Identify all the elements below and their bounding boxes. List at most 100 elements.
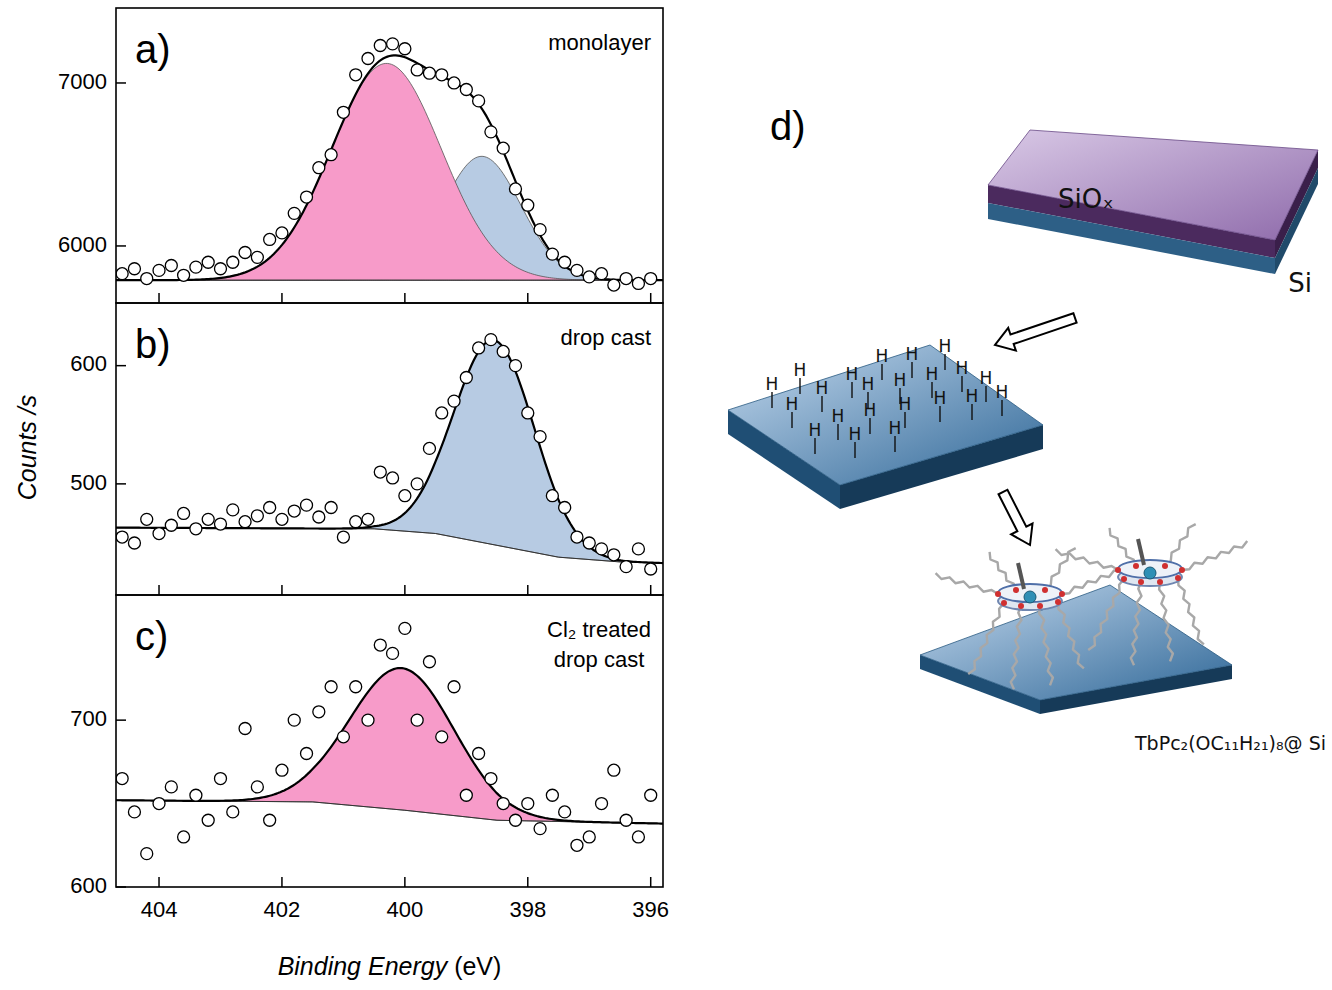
oxygen-atom [1133, 563, 1139, 569]
alkyl-chain [1056, 549, 1118, 570]
h-atom: H [846, 364, 859, 384]
alkyl-chain [1110, 528, 1136, 566]
data-point [301, 191, 313, 203]
data-point [632, 277, 644, 289]
alkyl-chain [1131, 582, 1142, 665]
data-point [571, 264, 583, 276]
slab-top [920, 585, 1232, 700]
data-point [190, 523, 202, 535]
data-point [227, 256, 239, 268]
x-tick [527, 877, 529, 887]
x-tick [650, 293, 652, 303]
alkyl-chain [1011, 606, 1022, 689]
data-point [337, 731, 349, 743]
data-point [264, 233, 276, 245]
data-point [387, 647, 399, 659]
x-tick [158, 585, 160, 595]
x-tick-label: 404 [141, 897, 178, 922]
oxygen-atom [1013, 587, 1019, 593]
data-point [583, 831, 595, 843]
data-point [251, 251, 263, 263]
panel-letter: a) [135, 27, 171, 71]
alkyl-chain [1018, 563, 1024, 589]
y-tick-label: 6000 [58, 232, 107, 257]
h-atom: H [794, 360, 807, 380]
h-atom: H [786, 394, 799, 414]
data-point [116, 773, 128, 785]
data-point [153, 528, 165, 540]
fit-envelope [116, 55, 663, 280]
data-point [214, 518, 226, 530]
h-atom: H [816, 378, 829, 398]
h-bond [854, 442, 855, 458]
plot-area [116, 334, 663, 575]
data-point [214, 263, 226, 275]
data-point [423, 656, 435, 668]
h-atom: H [934, 388, 947, 408]
data-point [546, 789, 558, 801]
data-point [128, 263, 140, 275]
alkyl-chain [1165, 524, 1196, 566]
data-point [239, 722, 251, 734]
y-tick [116, 82, 126, 84]
data-point [313, 706, 325, 718]
data-point [632, 543, 644, 555]
data-point [165, 260, 177, 272]
data-point [251, 510, 263, 522]
data-point [276, 227, 288, 239]
data-point [239, 246, 251, 258]
x-tick-label: 402 [264, 897, 301, 922]
background-line [116, 800, 663, 823]
h-bond [904, 412, 905, 428]
fit-envelope [116, 668, 663, 824]
plot-area [116, 622, 663, 859]
annotation-line: Cl₂ treated [547, 617, 651, 642]
oxygen-atom [1037, 603, 1043, 609]
y-tick [116, 483, 126, 485]
oxygen-atom [1179, 567, 1185, 573]
h-atom: H [980, 368, 993, 388]
data-point [608, 764, 620, 776]
data-point [350, 681, 362, 693]
data-point [497, 798, 509, 810]
data-point [399, 43, 411, 55]
x-tick [650, 877, 652, 887]
y-tick-label: 7000 [58, 69, 107, 94]
fit-component [116, 340, 663, 563]
panel-letter: c) [135, 614, 168, 658]
data-point [374, 639, 386, 651]
data-point [485, 773, 497, 785]
data-point [534, 431, 546, 443]
substrate-slab [728, 345, 1043, 509]
data-point [178, 507, 190, 519]
y-tick-label: 600 [70, 351, 107, 376]
x-tick [527, 585, 529, 595]
data-point [374, 39, 386, 51]
alkyl-chain [968, 603, 1004, 674]
x-tick [527, 293, 529, 303]
h-atom: H [864, 400, 877, 420]
data-point [325, 681, 337, 693]
h-atom: H [956, 358, 969, 378]
h-atom: H [889, 418, 902, 438]
data-point [546, 490, 558, 502]
data-point [423, 67, 435, 79]
data-point [116, 268, 128, 280]
x-tick [158, 877, 160, 887]
data-point [448, 77, 460, 89]
x-tick [281, 877, 283, 887]
oxygen-atom [1001, 600, 1007, 606]
h-bond [799, 378, 800, 394]
y-tick [116, 886, 126, 888]
data-point [411, 64, 423, 76]
data-point [559, 806, 571, 818]
data-point [141, 848, 153, 860]
plot-area [116, 38, 663, 291]
data-point [485, 334, 497, 346]
data-point [387, 472, 399, 484]
data-point [190, 261, 202, 273]
data-point [178, 831, 190, 843]
data-point [632, 831, 644, 843]
h-atom: H [996, 382, 1009, 402]
oxygen-atom [1018, 603, 1024, 609]
